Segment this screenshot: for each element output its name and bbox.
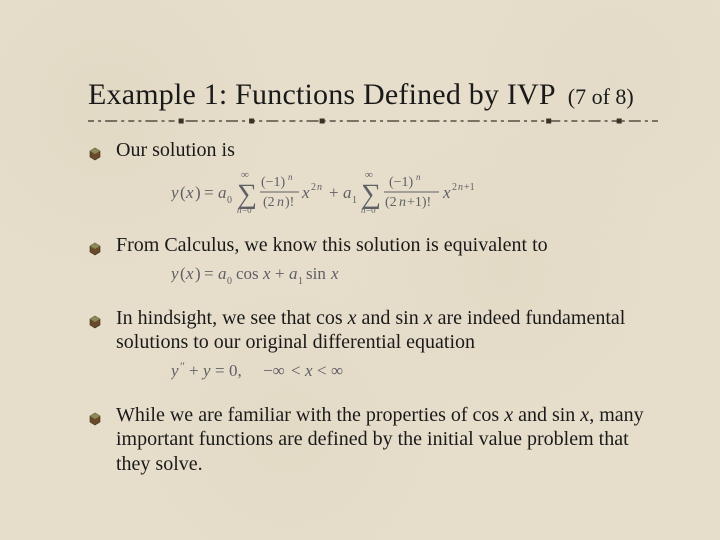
bullet-text: Our solution is — [116, 139, 235, 161]
svg-text:2: 2 — [311, 182, 316, 193]
svg-text:a: a — [218, 183, 227, 202]
svg-text:)!: )! — [285, 195, 294, 210]
svg-text:(2: (2 — [263, 195, 275, 210]
svg-text:a: a — [343, 183, 352, 202]
slide-subtitle: (7 of 8) — [568, 84, 634, 110]
svg-text:∞: ∞ — [365, 169, 373, 181]
svg-text:(−1): (−1) — [261, 175, 286, 190]
svg-text:a: a — [289, 264, 298, 283]
svg-text:n: n — [399, 195, 406, 210]
formula-trig: y ( x ) = a 0 cos x + a 1 sin x — [171, 261, 662, 293]
svg-text:x: x — [301, 183, 310, 202]
bullet-icon — [88, 311, 102, 325]
slide: Example 1: Functions Defined by IVP (7 o… — [0, 0, 720, 540]
svg-text:y: y — [171, 183, 179, 202]
svg-text:=: = — [215, 361, 225, 380]
svg-text:0: 0 — [227, 276, 232, 287]
svg-text:+: + — [329, 183, 339, 202]
svg-text:+: + — [275, 264, 285, 283]
svg-text:): ) — [195, 183, 201, 202]
svg-text:x: x — [185, 264, 194, 283]
svg-text:y: y — [171, 361, 179, 380]
list-item: From Calculus, we know this solution is … — [88, 233, 662, 294]
svg-text:<: < — [291, 361, 301, 380]
formula-series: y ( x ) = a 0 ∑ n=0 ∞ (−1) n — [171, 168, 662, 220]
bullet-text: While we are familiar with the propertie… — [116, 404, 644, 475]
svg-text:∞: ∞ — [241, 169, 249, 181]
svg-text:−∞: −∞ — [263, 361, 285, 380]
svg-text:x: x — [330, 264, 339, 283]
svg-text:x: x — [304, 361, 313, 380]
slide-title: Example 1: Functions Defined by IVP — [88, 78, 556, 112]
svg-text:∞: ∞ — [331, 361, 343, 380]
title-row: Example 1: Functions Defined by IVP (7 o… — [88, 78, 662, 112]
svg-text:+1: +1 — [464, 182, 475, 193]
svg-text:n: n — [317, 182, 322, 193]
bullet-icon — [88, 238, 102, 252]
svg-text:x: x — [262, 264, 271, 283]
title-divider — [88, 118, 662, 124]
bullet-text: In hindsight, we see that cos x and sin … — [116, 307, 625, 353]
svg-text:=: = — [204, 264, 214, 283]
svg-text:n: n — [277, 195, 284, 210]
bullet-text: From Calculus, we know this solution is … — [116, 234, 548, 256]
svg-text:cos: cos — [236, 264, 259, 283]
bullet-icon — [88, 408, 102, 422]
list-item: While we are familiar with the propertie… — [88, 403, 662, 476]
svg-text:+1)!: +1)! — [407, 195, 431, 210]
list-item: Our solution is y ( x ) = a 0 ∑ n=0 ∞ — [88, 138, 662, 221]
svg-text:n: n — [416, 172, 421, 182]
svg-text:<: < — [317, 361, 327, 380]
list-item: In hindsight, we see that cos x and sin … — [88, 306, 662, 391]
svg-text:=0: =0 — [366, 205, 376, 214]
svg-text:sin: sin — [306, 264, 326, 283]
svg-text:=0: =0 — [242, 205, 252, 214]
svg-text:″: ″ — [180, 359, 185, 373]
svg-text:(−1): (−1) — [389, 175, 414, 190]
svg-text:x: x — [442, 183, 451, 202]
svg-text:0: 0 — [227, 195, 232, 206]
svg-text:2: 2 — [452, 182, 457, 193]
svg-text:0,: 0, — [229, 361, 242, 380]
svg-text:1: 1 — [352, 195, 357, 206]
svg-text:=: = — [204, 183, 214, 202]
svg-text:+: + — [189, 361, 199, 380]
svg-text:x: x — [185, 183, 194, 202]
svg-text:1: 1 — [298, 276, 303, 287]
svg-text:n: n — [458, 182, 463, 193]
svg-text:y: y — [201, 361, 211, 380]
svg-text:): ) — [195, 264, 201, 283]
bullet-list: Our solution is y ( x ) = a 0 ∑ n=0 ∞ — [88, 138, 662, 476]
bullet-icon — [88, 143, 102, 157]
svg-text:a: a — [218, 264, 227, 283]
formula-ode: y ″ + y = 0, −∞ < x < ∞ — [171, 358, 662, 390]
svg-text:n: n — [288, 172, 293, 182]
svg-text:y: y — [171, 264, 179, 283]
svg-text:(2: (2 — [385, 195, 397, 210]
